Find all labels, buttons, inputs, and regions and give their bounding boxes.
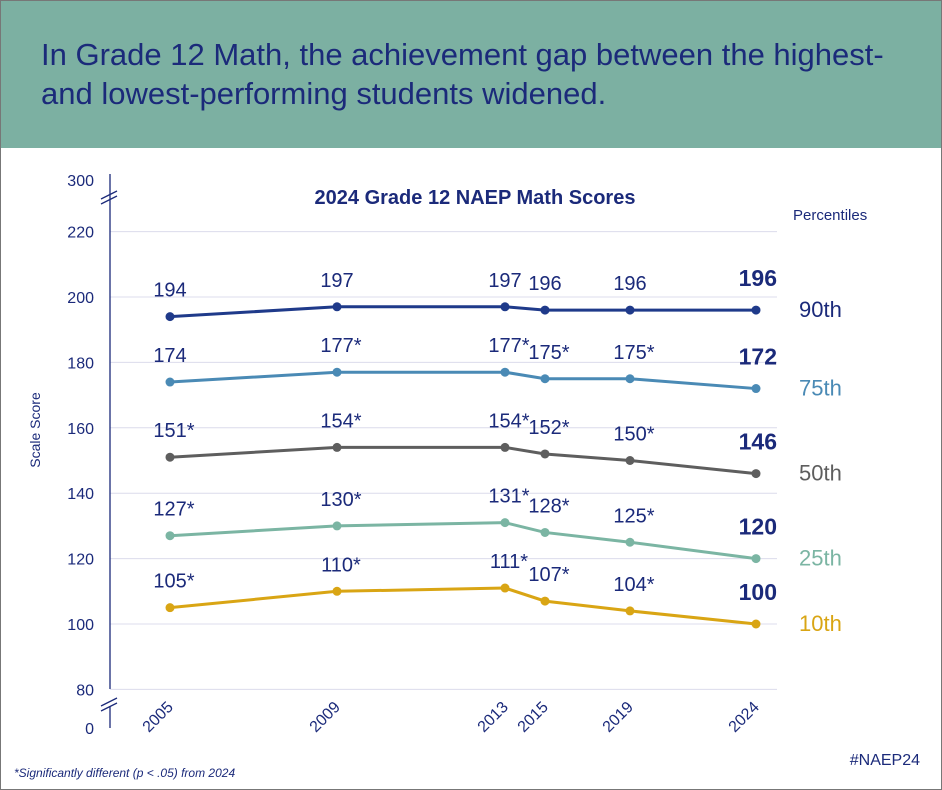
data-point (500, 518, 510, 528)
data-label: 174 (153, 345, 186, 367)
series-line-10th (169, 586, 757, 626)
data-label: 125* (613, 505, 654, 527)
data-point (751, 619, 761, 629)
series-line-50th (169, 445, 757, 476)
legend-title: Percentiles (793, 207, 867, 224)
data-point (332, 586, 342, 596)
chart-title: 2024 Grade 12 NAEP Math Scores (315, 187, 636, 209)
data-label: 194 (153, 280, 186, 302)
y-axis-label: Scale Score (27, 392, 43, 468)
data-label: 150* (613, 424, 654, 446)
y-tick-label: 80 (76, 682, 94, 699)
data-label: 154* (488, 410, 529, 432)
data-label: 196 (528, 273, 561, 295)
axis-break-top (100, 190, 118, 200)
x-tick-label: 2005 (140, 699, 177, 736)
data-point (500, 302, 510, 312)
data-label: 152* (528, 417, 569, 439)
data-label: 177* (320, 335, 361, 357)
header-banner: In Grade 12 Math, the achievement gap be… (1, 1, 941, 148)
data-point (540, 449, 550, 459)
data-point (165, 377, 175, 387)
y-tick-label: 300 (67, 173, 94, 190)
data-label: 131* (488, 486, 529, 508)
data-point (500, 583, 510, 593)
data-label-latest: 196 (739, 265, 777, 291)
data-point (500, 442, 510, 452)
footnote: *Significantly different (p < .05) from … (14, 766, 236, 780)
y-tick-label: 100 (67, 617, 94, 634)
data-label-latest: 172 (739, 344, 777, 370)
data-point (625, 374, 635, 384)
data-label: 151* (153, 420, 194, 442)
data-point (540, 596, 550, 606)
data-point (540, 527, 550, 537)
data-label-latest: 120 (739, 514, 777, 540)
data-label: 110* (321, 554, 361, 576)
x-tick-label: 2019 (600, 699, 637, 736)
data-label: 111* (490, 551, 528, 573)
data-point (625, 606, 635, 616)
y-tick-label: 200 (67, 290, 94, 307)
data-label: 197 (488, 270, 521, 292)
axis-break-top (100, 195, 118, 205)
legend-label-10th: 10th (799, 611, 842, 636)
data-point (332, 521, 342, 531)
series-line-90th (169, 305, 756, 319)
data-label-latest: 146 (739, 429, 777, 455)
y-tick-label: 160 (67, 421, 94, 438)
legend-label-90th: 90th (799, 297, 842, 322)
data-point (500, 367, 510, 377)
legend-label-25th: 25th (799, 546, 842, 571)
data-point (540, 374, 550, 384)
data-point (332, 302, 342, 312)
x-tick-label: 2009 (307, 699, 344, 736)
data-point (751, 305, 761, 315)
y-tick-label: 220 (67, 225, 94, 242)
data-label: 175* (613, 342, 654, 364)
data-point (625, 537, 635, 547)
data-label: 130* (320, 489, 361, 511)
x-tick-label: 2015 (515, 699, 552, 736)
series-line-25th (169, 521, 757, 561)
data-point (165, 603, 175, 613)
y-tick-label: 140 (67, 486, 94, 503)
data-point (751, 554, 761, 564)
data-label: 154* (320, 410, 361, 432)
data-point (332, 367, 342, 377)
axis-break-bottom (100, 702, 118, 712)
series-line-75th (169, 370, 757, 391)
headline: In Grade 12 Math, the achievement gap be… (41, 37, 884, 111)
legend-label-50th: 50th (799, 461, 842, 486)
x-tick-label: 2024 (726, 699, 763, 736)
data-label: 107* (528, 564, 569, 586)
data-point (751, 469, 761, 479)
data-label: 128* (528, 495, 569, 517)
data-point (165, 452, 175, 462)
y-tick-label: 0 (85, 721, 94, 738)
legend-label-75th: 75th (799, 376, 842, 401)
axis-break-bottom (100, 697, 118, 707)
hashtag: #NAEP24 (849, 752, 920, 769)
data-point (165, 531, 175, 541)
data-point (165, 312, 175, 322)
data-label: 175* (528, 342, 569, 364)
data-label-latest: 100 (739, 579, 777, 605)
data-label: 177* (488, 335, 529, 357)
y-tick-label: 180 (67, 355, 94, 372)
data-label: 196 (613, 273, 646, 295)
data-point (332, 442, 342, 452)
x-tick-label: 2013 (475, 699, 512, 736)
y-tick-label: 120 (67, 552, 94, 569)
data-label: 127* (153, 499, 194, 521)
data-point (625, 456, 635, 465)
data-point (540, 305, 550, 315)
data-point (625, 305, 635, 315)
data-label: 105* (153, 571, 194, 593)
data-label: 104* (613, 574, 654, 596)
data-point (751, 384, 761, 394)
data-label: 197 (320, 270, 353, 292)
